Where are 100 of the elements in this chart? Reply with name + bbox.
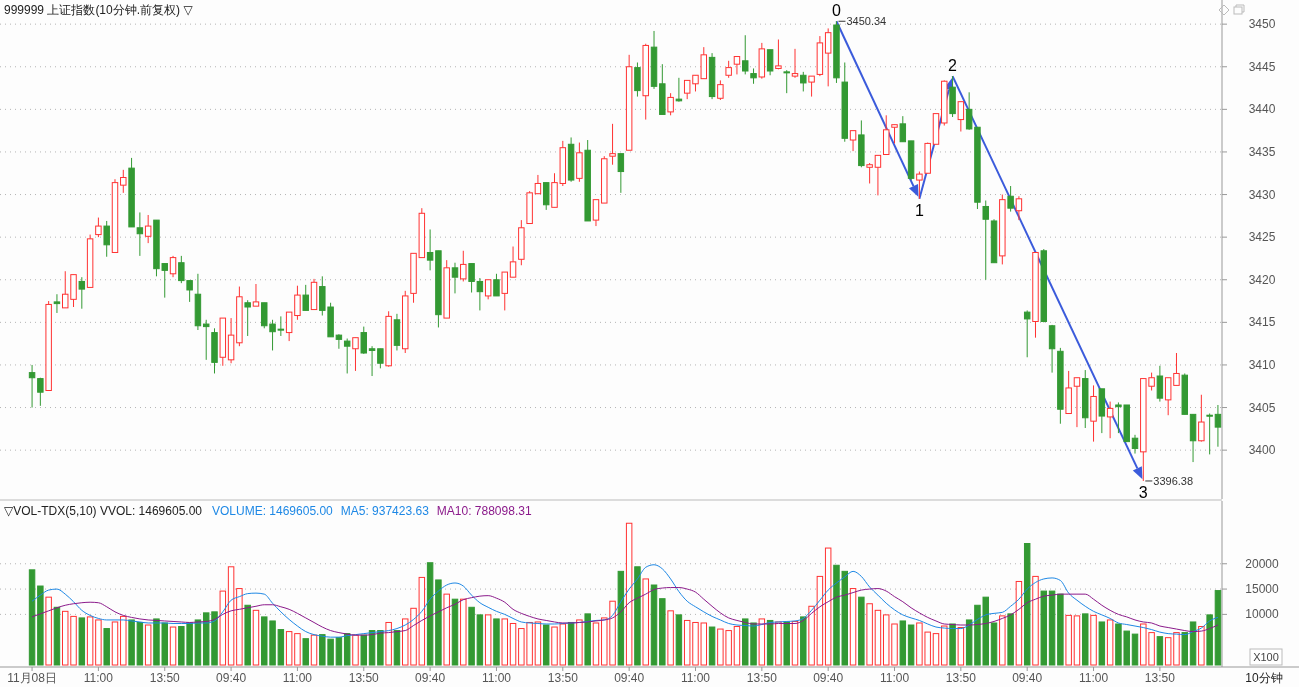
candlestick <box>1023 309 1031 358</box>
candlestick <box>144 214 152 244</box>
bar <box>111 621 119 666</box>
y-tick-label: 3420 <box>1248 272 1276 287</box>
bar <box>460 598 467 666</box>
y-tick-label: 3435 <box>1248 144 1276 159</box>
text: MA5: 937423.63 <box>340 504 430 518</box>
bar <box>617 570 625 666</box>
y-tick-label: 3400 <box>1248 443 1276 458</box>
bar <box>625 522 633 666</box>
bar <box>1040 590 1048 666</box>
candlestick <box>1106 401 1114 439</box>
candlestick <box>120 169 127 194</box>
candlestick <box>800 71 807 92</box>
candlestick <box>733 56 741 75</box>
y-tick-label: 3425 <box>1248 230 1276 245</box>
x-tick-label: 13:50 <box>1144 671 1176 685</box>
bar <box>659 598 666 666</box>
bar <box>244 604 251 666</box>
bar <box>542 624 550 666</box>
bar <box>360 634 368 666</box>
bar <box>451 598 459 666</box>
bar <box>858 596 865 666</box>
candlestick <box>592 199 600 227</box>
x-tick-label: 13:50 <box>348 671 380 685</box>
candlestick <box>634 61 641 98</box>
bar <box>708 626 716 666</box>
candlestick <box>451 262 459 294</box>
bar <box>1015 580 1023 666</box>
candlestick <box>28 364 36 409</box>
bar <box>650 584 658 666</box>
line-series <box>31 587 1219 636</box>
candlestick <box>899 115 907 143</box>
bar <box>501 618 508 666</box>
bar <box>302 638 309 666</box>
y-tick-label: 3405 <box>1248 400 1276 415</box>
text: 10分钟 <box>1245 671 1283 685</box>
y-axis-title: X100 <box>1253 651 1279 663</box>
bar <box>144 624 152 666</box>
candlestick <box>874 154 882 196</box>
bar <box>999 615 1006 666</box>
candlestick <box>1131 434 1139 455</box>
annotation: 3 <box>1138 483 1148 501</box>
x-tick-label: 13:50 <box>149 671 181 685</box>
bar <box>37 585 44 666</box>
candlestick <box>501 271 508 311</box>
bar <box>484 614 492 666</box>
y-tick-label: 3440 <box>1248 102 1276 117</box>
y-tick-label: 3445 <box>1248 59 1276 74</box>
bar <box>377 630 384 666</box>
x-tick-label: 11月08日 <box>7 671 57 685</box>
bar <box>1065 614 1072 666</box>
candlestick <box>169 255 177 278</box>
line-series <box>31 564 1219 638</box>
bar <box>509 622 517 666</box>
candlestick <box>1015 195 1023 221</box>
candlestick <box>1214 404 1222 448</box>
x-tick-label: 11:00 <box>481 671 512 685</box>
candlestick <box>95 217 102 238</box>
bar <box>766 619 774 666</box>
y-tick-label: 3430 <box>1248 187 1276 202</box>
candlestick <box>103 220 110 258</box>
bar <box>252 609 260 666</box>
bar <box>1156 636 1164 666</box>
bar <box>1098 621 1106 666</box>
bar <box>1131 633 1139 666</box>
candlestick <box>766 49 774 76</box>
x-tick-label: 11:00 <box>282 671 313 685</box>
bar <box>78 617 86 666</box>
candlestick <box>808 75 815 98</box>
candlestick <box>509 246 517 278</box>
candlestick <box>252 283 260 307</box>
y-tick-label: 3410 <box>1248 357 1276 372</box>
bar <box>95 619 102 666</box>
annotation: 2 <box>948 57 958 75</box>
bar <box>1206 614 1213 666</box>
candlestick <box>675 77 683 103</box>
x-tick-label: 09:40 <box>415 671 446 685</box>
bar <box>1057 593 1064 666</box>
bar <box>1082 613 1089 666</box>
bar <box>775 621 782 666</box>
bar <box>932 633 940 666</box>
bar <box>907 624 915 666</box>
bar <box>103 628 110 666</box>
bar <box>534 621 542 666</box>
x-tick-label: 13:50 <box>746 671 778 685</box>
bar <box>1023 543 1031 666</box>
candlestick <box>1156 365 1164 403</box>
x-tick-label: 11:00 <box>879 671 910 685</box>
candlestick <box>534 174 542 195</box>
bar <box>335 637 343 666</box>
x-tick-label: 11:00 <box>1078 671 1109 685</box>
candlestick <box>542 182 550 211</box>
y-tick-label: 20000 <box>1245 556 1280 571</box>
bar <box>169 626 177 666</box>
chart-subtitle: VOLUME: 1469605.00 <box>212 504 334 518</box>
bar <box>1214 590 1222 666</box>
bar <box>584 613 591 666</box>
bar <box>1048 590 1056 666</box>
bar <box>45 596 52 666</box>
